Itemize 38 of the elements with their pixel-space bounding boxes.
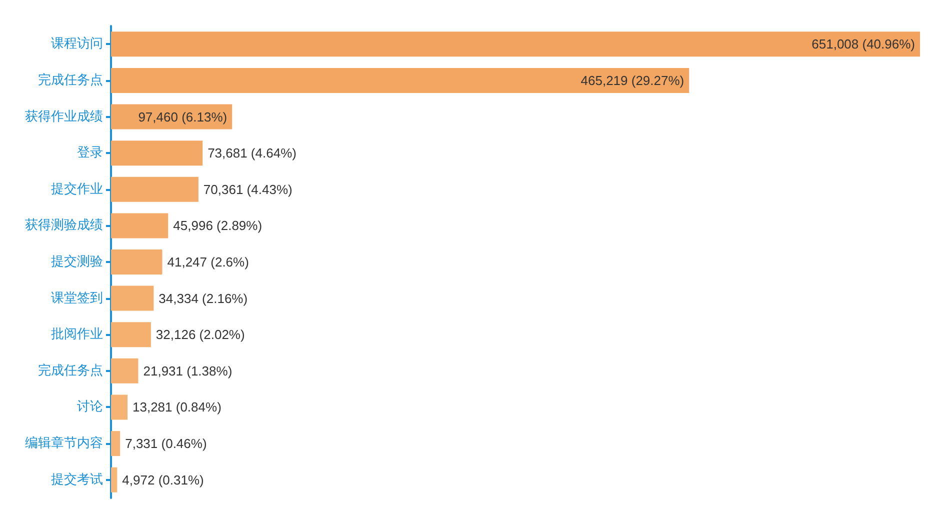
bar (111, 358, 138, 384)
y-tick-label: 提交作业 (51, 180, 103, 197)
data-label: 13,281 (0.84%) (132, 400, 222, 415)
data-label: 70,361 (4.43%) (203, 182, 292, 197)
bar (111, 32, 920, 57)
y-tick-label: 编辑章节内容 (25, 435, 103, 452)
bar (111, 250, 162, 274)
bar (111, 68, 690, 93)
data-label: 45,996 (2.89%) (173, 218, 262, 234)
bar (111, 213, 168, 238)
y-tick-label: 获得作业成绩 (25, 109, 103, 124)
data-label: 4,972 (0.31%) (122, 472, 204, 488)
y-tick-label: 登录 (77, 146, 103, 161)
y-tick-label: 获得测验成绩 (25, 218, 103, 234)
data-label: 73,681 (4.64%) (208, 146, 296, 161)
y-tick-label: 完成任务点 (38, 362, 103, 378)
bar (111, 286, 154, 311)
y-tick-label: 完成任务点 (38, 72, 103, 88)
y-tick-label: 课堂签到 (51, 290, 103, 306)
bar (111, 176, 198, 202)
data-label: 651,008 (40.96%) (812, 36, 915, 52)
y-tick-label: 课程访问 (51, 36, 103, 52)
bar (111, 322, 151, 348)
y-tick-label: 提交测验 (51, 254, 103, 270)
data-label: 21,931 (1.38%) (143, 363, 232, 378)
data-label: 34,334 (2.16%) (158, 290, 248, 306)
y-tick-label: 提交考试 (51, 471, 103, 488)
data-label: 97,460 (6.13%) (138, 109, 228, 124)
bar (111, 467, 118, 492)
bar (111, 431, 120, 456)
bar (111, 394, 128, 420)
data-label: 7,331 (0.46%) (125, 436, 207, 452)
bar (111, 140, 203, 166)
y-tick-label: 批阅作业 (51, 327, 103, 342)
data-label: 32,126 (2.02%) (156, 327, 245, 342)
y-tick-label: 讨论 (77, 400, 103, 415)
data-label: 41,247 (2.6%) (167, 254, 249, 270)
data-label: 465,219 (29.27%) (580, 72, 684, 88)
